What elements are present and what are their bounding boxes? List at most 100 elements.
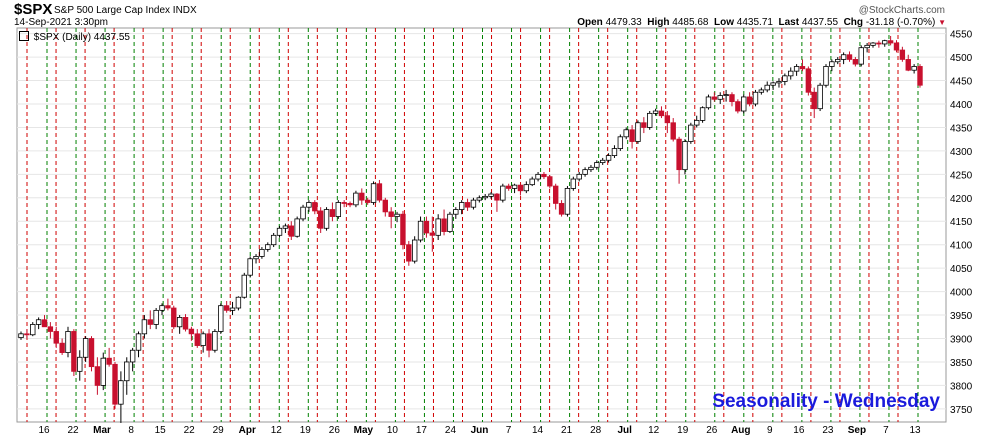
candle-body <box>259 248 265 257</box>
candle-body <box>206 333 212 351</box>
down-triangle-icon: ▼ <box>938 18 946 27</box>
candle-body <box>129 349 136 363</box>
candle-body <box>823 66 829 86</box>
candle-body <box>694 120 700 126</box>
candle-body <box>911 66 917 71</box>
candle-body <box>905 59 911 71</box>
x-tick-label: 7 <box>883 425 889 436</box>
candle-body <box>429 232 435 236</box>
candle-body <box>124 361 130 382</box>
candle-body <box>870 42 876 46</box>
candle-body <box>476 197 483 201</box>
y-tick-label: 3800 <box>950 381 973 392</box>
candle-body <box>353 192 359 206</box>
x-tick-label: 19 <box>677 425 689 436</box>
candle-body <box>582 169 588 175</box>
candle-body <box>664 115 671 124</box>
candle-body <box>799 66 806 70</box>
candle-body <box>417 220 424 241</box>
x-tick-label: 26 <box>706 425 718 436</box>
last-value: 4437.55 <box>801 17 839 28</box>
high-label: High <box>647 17 670 28</box>
x-tick-label: May <box>354 425 374 436</box>
candle-body <box>88 338 95 368</box>
candle-body <box>600 159 606 164</box>
candle-body <box>382 199 388 213</box>
candle-body <box>658 110 665 117</box>
candle-body <box>35 319 42 325</box>
candle-body <box>805 68 812 93</box>
candle-body <box>547 176 553 187</box>
candle-body <box>406 244 412 262</box>
candle-body <box>699 107 706 121</box>
candle-body <box>288 225 294 237</box>
low-label: Low <box>714 17 735 28</box>
candle-body <box>746 96 753 105</box>
x-tick-label: Jul <box>617 425 632 436</box>
candle-body <box>500 185 506 201</box>
y-tick-label: 4350 <box>950 123 973 134</box>
candle-body <box>341 202 347 204</box>
candle-body <box>864 44 870 49</box>
x-tick-label: 8 <box>128 425 134 436</box>
candle-body <box>482 195 488 199</box>
candle-body <box>899 49 906 60</box>
candle-body <box>223 305 230 311</box>
candle-body <box>94 366 101 386</box>
ohlc-summary: Open 4479.33 High 4485.68 Low 4435.71 La… <box>577 17 946 28</box>
candle-body <box>247 258 253 276</box>
candle-body <box>829 61 835 67</box>
candle-body <box>623 129 629 138</box>
candle-body <box>729 94 735 103</box>
x-tick-label: 21 <box>561 425 573 436</box>
candle-body <box>793 66 800 72</box>
legend-text: $SPX (Daily) 4437.55 <box>33 32 130 43</box>
candle-body <box>18 333 24 338</box>
candle-body <box>652 110 659 114</box>
chg-label: Chg <box>843 17 864 28</box>
symbol-title: $SPX <box>14 1 53 18</box>
x-tick-label: 23 <box>822 425 834 436</box>
candle-body <box>846 54 853 60</box>
candle-body <box>594 162 600 168</box>
candle-body <box>564 188 571 215</box>
candle-body <box>447 213 453 232</box>
candle-body <box>229 307 236 311</box>
candle-body <box>317 210 324 229</box>
x-tick-label: 22 <box>184 425 196 436</box>
candle-body <box>194 333 200 346</box>
candle-body <box>118 380 124 405</box>
y-tick-label: 4000 <box>950 288 973 299</box>
seasonality-lines <box>26 28 919 422</box>
candle-body <box>24 333 30 336</box>
x-tick-label: 29 <box>213 425 225 436</box>
candle-body <box>265 244 271 250</box>
open-label: Open <box>577 17 603 28</box>
candle-body <box>917 66 923 86</box>
y-tick-label: 4500 <box>950 53 973 64</box>
candle-body <box>218 305 224 332</box>
candle-body <box>47 326 54 332</box>
candle-body <box>882 40 888 45</box>
candle-body <box>153 309 159 325</box>
candle-body <box>817 84 823 110</box>
candle-body <box>541 173 547 178</box>
candle-body <box>506 185 512 189</box>
x-tick-label: Jun <box>471 425 489 436</box>
candle-body <box>470 199 477 208</box>
x-tick-label: 13 <box>909 425 921 436</box>
y-tick-label: 4300 <box>950 147 973 158</box>
candle-body <box>200 333 206 346</box>
x-tick-label: 10 <box>387 425 399 436</box>
candle-body <box>758 89 765 93</box>
candle-body <box>558 203 565 215</box>
candle-body <box>887 40 894 44</box>
candle-body <box>576 173 582 180</box>
candle-body <box>147 319 153 325</box>
candle-body <box>705 96 712 109</box>
candle-body <box>441 218 447 232</box>
candle-body <box>106 357 112 365</box>
candle-body <box>770 82 776 86</box>
candle-body <box>182 317 189 330</box>
y-axis-ticks: 3750 3800 3850 3900 3950 4000 4050 4100 4150 4200… <box>950 30 973 416</box>
